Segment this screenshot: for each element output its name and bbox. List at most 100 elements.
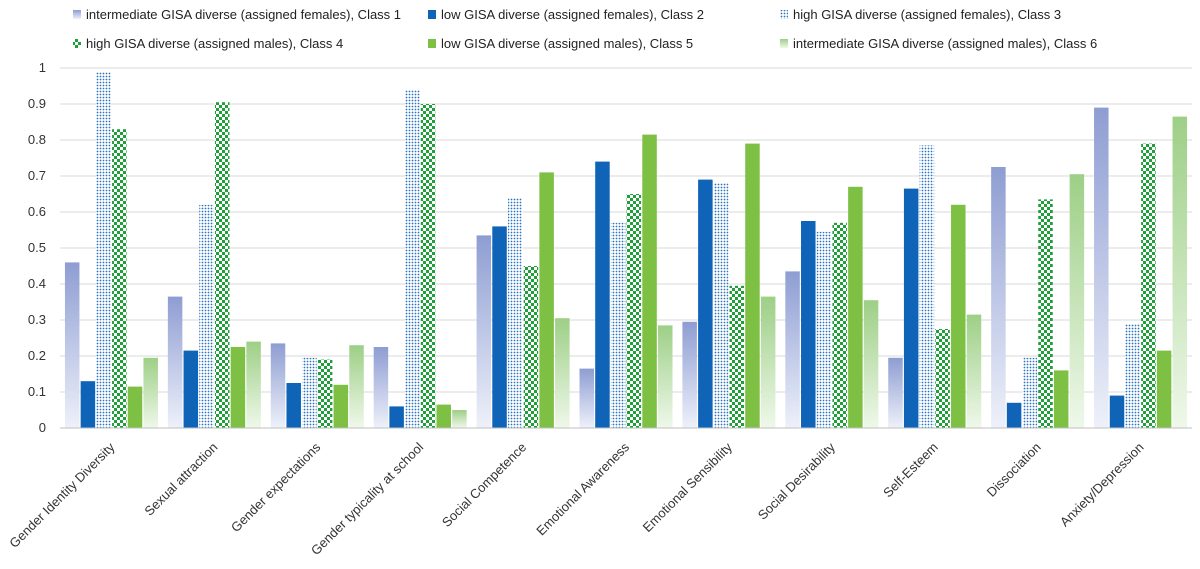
x-tick-label: Gender Identity Diversity <box>6 439 118 551</box>
bar-series-2 <box>595 161 610 428</box>
bar-series-5 <box>642 134 657 428</box>
x-tick-label: Gender typicality at school <box>308 439 426 557</box>
x-tick-label: Emotional Sensibility <box>640 439 736 535</box>
x-tick-label: Social Desirability <box>755 439 839 523</box>
bar-series-1 <box>270 343 286 428</box>
bar-series-5 <box>539 172 554 428</box>
y-tick-label: 0.7 <box>28 168 46 183</box>
bar-series-2 <box>492 226 507 428</box>
bar-series-1 <box>785 271 800 428</box>
bar-series-4 <box>1038 199 1053 428</box>
legend-label: high GISA diverse (assigned females), Cl… <box>793 7 1061 22</box>
x-axis-labels: Gender Identity Diversity Sexual attracti… <box>6 439 1146 558</box>
bar-series-3 <box>507 197 523 428</box>
x-tick-label: Gender expectations <box>228 439 324 535</box>
bar-series-5 <box>745 143 760 428</box>
bar-series-2 <box>801 221 816 428</box>
bar-series-3 <box>1125 323 1140 428</box>
y-axis-ticks: 0 0.1 0.2 0.3 0.4 0.5 0.6 0.7 0.8 0.9 1 <box>28 60 46 435</box>
y-tick-label: 0.9 <box>28 96 46 111</box>
bar-series-5 <box>333 384 349 428</box>
bar-series-2 <box>286 383 301 428</box>
bar-series-1 <box>1094 107 1109 428</box>
bar-series-1 <box>888 357 903 428</box>
bar-series-4 <box>420 104 436 428</box>
legend-label: intermediate GISA diverse (assigned male… <box>793 36 1097 51</box>
bar-series-5 <box>230 347 246 428</box>
x-tick-label: Social Competence <box>439 440 529 530</box>
bar-series-3 <box>302 357 317 428</box>
bar-series-2 <box>698 179 713 428</box>
bar-series-1 <box>991 167 1006 428</box>
legend-label: low GISA diverse (assigned males), Class… <box>441 36 693 51</box>
x-tick-label: Dissociation <box>984 440 1044 500</box>
bar-series-6 <box>966 314 982 428</box>
bars <box>64 71 1188 428</box>
legend-label: high GISA diverse (assigned males), Clas… <box>86 36 343 51</box>
bar-series-1 <box>373 347 389 428</box>
legend-swatch <box>780 39 788 48</box>
bar-series-6 <box>760 296 776 428</box>
legend-swatch <box>428 39 436 48</box>
y-tick-label: 0.6 <box>28 204 46 219</box>
bar-series-3 <box>405 89 420 428</box>
legend-label: low GISA diverse (assigned females), Cla… <box>441 7 704 22</box>
bar-series-1 <box>64 262 80 428</box>
bar-series-6 <box>349 345 364 428</box>
bar-series-4 <box>523 266 539 428</box>
bar-series-3 <box>816 231 832 428</box>
legend-swatch <box>73 10 81 19</box>
bar-series-2 <box>1109 395 1125 428</box>
bar-series-6 <box>143 357 158 428</box>
bar-series-1 <box>682 321 697 428</box>
y-tick-label: 0.3 <box>28 312 46 327</box>
legend-swatch <box>73 39 81 48</box>
bar-series-6 <box>555 318 570 428</box>
y-tick-label: 0.2 <box>28 348 46 363</box>
bar-series-4 <box>729 285 745 428</box>
bar-series-6 <box>1172 116 1188 428</box>
bar-series-3 <box>1022 357 1038 428</box>
y-tick-label: 0 <box>39 420 46 435</box>
bar-series-2 <box>903 188 919 428</box>
y-tick-label: 0.8 <box>28 132 46 147</box>
bar-series-6 <box>658 325 673 428</box>
bar-series-4 <box>626 194 642 428</box>
legend-swatch <box>780 10 788 19</box>
bar-series-6 <box>452 410 467 428</box>
bar-series-4 <box>1141 143 1156 428</box>
bar-series-1 <box>167 296 183 428</box>
bar-series-6 <box>863 300 879 428</box>
bar-series-3 <box>96 71 111 428</box>
bar-series-6 <box>1069 174 1085 428</box>
bar-series-2 <box>80 381 96 428</box>
bar-series-6 <box>246 341 261 428</box>
y-tick-label: 0.4 <box>28 276 46 291</box>
bar-series-1 <box>476 235 492 428</box>
bar-series-4 <box>317 359 333 428</box>
bar-series-5 <box>127 386 143 428</box>
bar-series-4 <box>112 129 127 428</box>
y-tick-label: 0.5 <box>28 240 46 255</box>
bar-series-3 <box>199 204 214 428</box>
bar-series-5 <box>1053 370 1069 428</box>
bar-series-4 <box>832 222 847 428</box>
x-tick-label: Self-Esteem <box>880 440 941 501</box>
x-tick-label: Anxiety/Depression <box>1057 440 1147 530</box>
bar-series-2 <box>183 350 199 428</box>
bar-series-2 <box>389 406 404 428</box>
x-tick-label: Sexual attraction <box>141 440 220 519</box>
bar-series-5 <box>1156 350 1172 428</box>
bar-series-3 <box>713 183 729 428</box>
legend-swatch <box>428 10 436 19</box>
bar-series-3 <box>919 145 935 428</box>
y-tick-label: 1 <box>39 60 46 75</box>
gridlines <box>60 67 1192 429</box>
y-tick-label: 0.1 <box>28 384 46 399</box>
bar-series-1 <box>579 368 594 428</box>
legend: intermediate GISA diverse (assigned fema… <box>73 7 1097 51</box>
bar-series-2 <box>1006 402 1022 428</box>
bar-series-4 <box>214 102 230 428</box>
bar-series-4 <box>935 329 950 428</box>
